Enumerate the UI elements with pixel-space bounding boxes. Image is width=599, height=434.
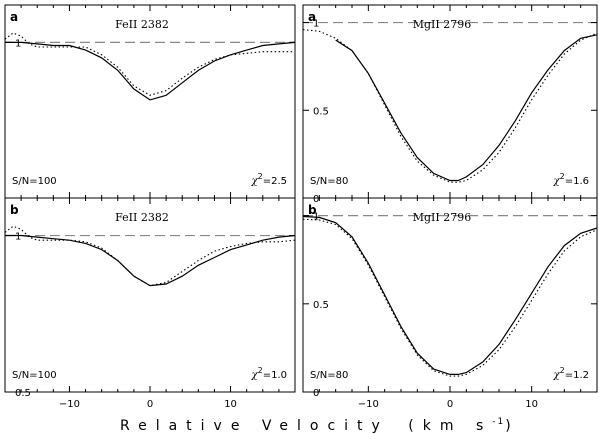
model-line-dotted	[302, 29, 598, 183]
x-tick-label: −10	[358, 399, 379, 410]
x-tick-label: 10	[224, 399, 237, 410]
model-line-dotted	[4, 32, 295, 96]
x-axis-label: Relative Velocity (km s-1)	[120, 417, 520, 434]
model-line-dotted	[302, 218, 598, 377]
x-axis-label-units-close: )	[505, 418, 519, 434]
chi-square-label: χ2=1.6	[553, 172, 589, 187]
data-line-solid	[302, 215, 598, 375]
y-tick-label: 0.5	[313, 106, 329, 117]
signal-to-noise-label: S/N=80	[310, 176, 348, 187]
data-line-solid	[335, 34, 598, 182]
y-tick-label: 0	[313, 194, 319, 205]
signal-to-noise-label: S/N=80	[310, 370, 348, 381]
ion-label: MgII 2796	[413, 211, 472, 224]
x-tick-label: −10	[59, 399, 80, 410]
chi-square-label: χ2=2.5	[251, 172, 287, 187]
data-line-solid	[5, 234, 296, 287]
x-axis-label-units: (km s	[408, 418, 492, 434]
ion-label: MgII 2796	[413, 18, 472, 31]
panel-1: 1 a FeII 2382 S/N=100 χ2=2.5	[4, 4, 296, 199]
x-tick-label: 10	[525, 399, 538, 410]
x-tick-label: 0	[447, 399, 453, 410]
panel-2: 0 0.5 1a MgII 2796 S/N=80 χ2=1.6	[302, 4, 598, 205]
y-tick-label: 1	[313, 19, 319, 30]
x-axis-label-units-exponent: -1	[492, 417, 505, 427]
x-tick-label: 0	[147, 399, 153, 410]
panel-frame	[302, 197, 598, 393]
data-line-solid	[5, 41, 296, 101]
panel-letter: b	[308, 203, 317, 217]
y-tick-label: 0	[313, 388, 319, 399]
signal-to-noise-label: S/N=100	[12, 176, 57, 187]
y-tick-label: 1	[15, 232, 21, 243]
panel-letter: a	[308, 10, 316, 24]
ion-label: FeII 2382	[115, 18, 169, 31]
signal-to-noise-label: S/N=100	[12, 370, 57, 381]
panel-frame	[4, 4, 296, 199]
y-tick-label: 0.5	[313, 300, 329, 311]
y-tick-label: 1	[15, 38, 21, 49]
chi-square-label: χ2=1.0	[251, 366, 287, 381]
panel-frame	[4, 197, 296, 393]
y-tick-label: 0.5	[15, 388, 31, 399]
panel-letter: a	[10, 10, 18, 24]
panel-3: 0.5 1 −10 0 10 b FeII 2382 S/N=100 χ2=1.0	[4, 197, 296, 410]
chi-square-label: χ2=1.2	[553, 366, 589, 381]
model-line-dotted	[4, 225, 296, 287]
panel-frame	[302, 4, 598, 199]
panel-letter: b	[10, 203, 19, 217]
x-axis-label-main: Relative Velocity	[120, 418, 389, 434]
ion-label: FeII 2382	[115, 211, 169, 224]
